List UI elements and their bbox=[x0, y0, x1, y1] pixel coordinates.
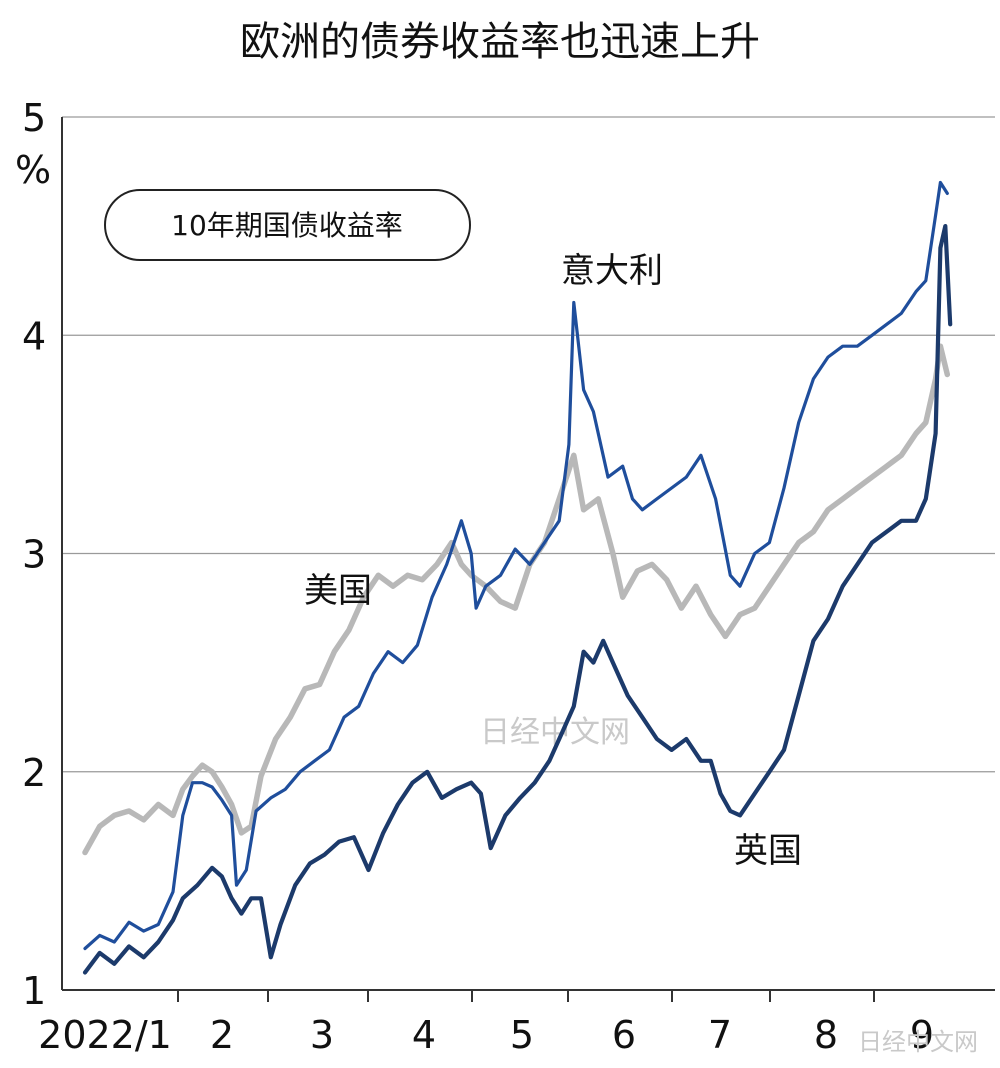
y-tick-label: 5 bbox=[22, 96, 46, 140]
x-tick-label: 9 bbox=[910, 1013, 934, 1057]
legend-box: 10年期国债收益率 bbox=[104, 189, 471, 261]
axes bbox=[61, 117, 995, 1002]
x-tick-label: 8 bbox=[814, 1013, 838, 1057]
x-tick-label: 2 bbox=[210, 1013, 234, 1057]
y-tick-label: 3 bbox=[22, 533, 46, 577]
series-label-2: 英国 bbox=[734, 831, 802, 871]
series-line-0 bbox=[83, 180, 949, 951]
y-tick-label: 1 bbox=[22, 969, 46, 1013]
watermark-corner: 日经中文网 bbox=[858, 1028, 978, 1056]
x-tick-label: 6 bbox=[612, 1013, 636, 1057]
x-tick-label: 7 bbox=[708, 1013, 732, 1057]
x-tick-label: 3 bbox=[310, 1013, 334, 1057]
x-tick-labels: 2022/1 2 3 4 5 6 7 8 9 bbox=[38, 1013, 934, 1057]
y-tick-label: 2 bbox=[22, 751, 46, 795]
y-unit-label: % bbox=[15, 148, 51, 192]
x-tick-label: 5 bbox=[510, 1013, 534, 1057]
x-tick-label: 4 bbox=[412, 1013, 436, 1057]
series-line-1 bbox=[82, 343, 951, 856]
series-line-2 bbox=[82, 224, 953, 975]
chart-title: 欧洲的债券收益率也迅速上升 bbox=[240, 19, 760, 65]
y-tick-label: 4 bbox=[22, 314, 46, 358]
series-label-1: 美国 bbox=[304, 571, 372, 611]
gridlines bbox=[62, 116, 995, 773]
series-label-0: 意大利 bbox=[561, 251, 663, 291]
series-lines bbox=[82, 180, 953, 975]
x-tick-label: 2022/1 bbox=[38, 1013, 172, 1057]
watermarks: 日经中文网 日经中文网 bbox=[480, 715, 978, 1056]
y-tick-labels: 1 2 3 4 5 bbox=[22, 96, 46, 1013]
legend-box-label: 10年期国债收益率 bbox=[171, 209, 403, 242]
